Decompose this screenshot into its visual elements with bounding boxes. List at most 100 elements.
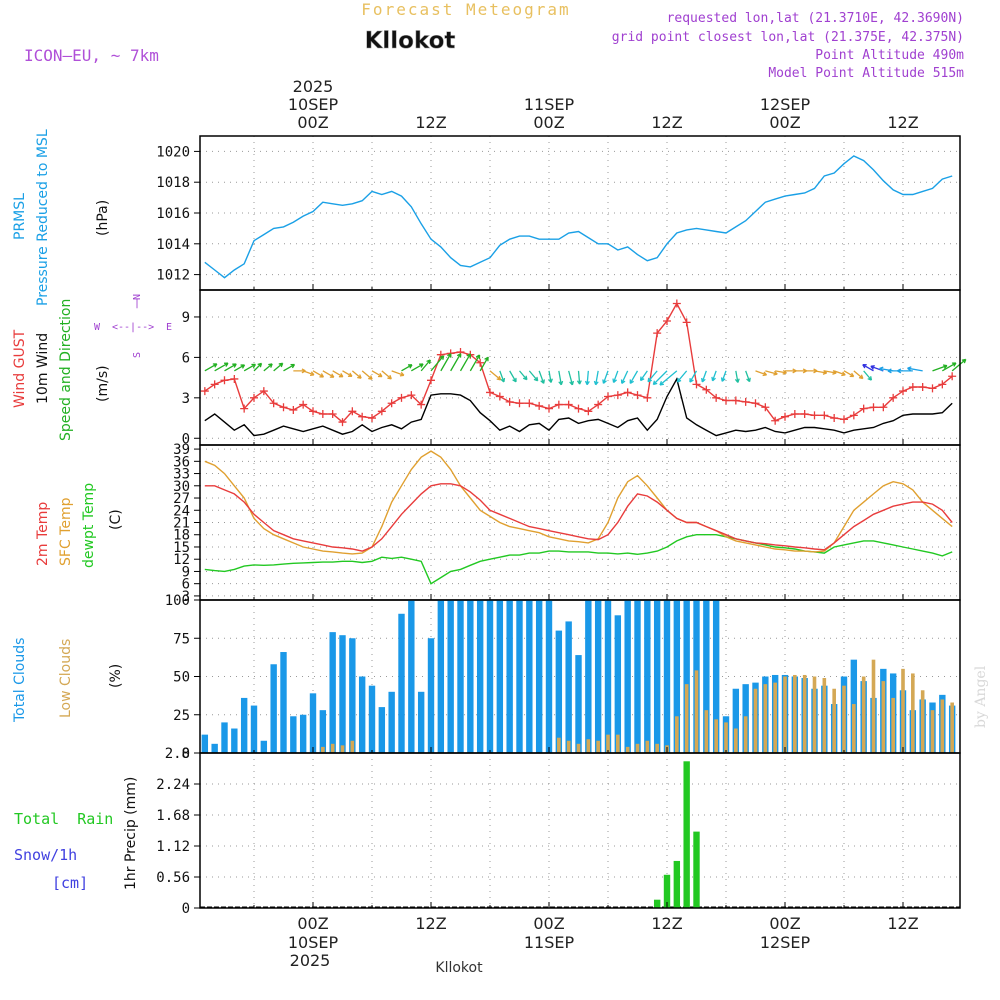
- wind-arrow: [629, 370, 639, 384]
- total-cloud-bar: [732, 688, 740, 753]
- credit-watermark: by Angel: [973, 665, 989, 728]
- pressure-unit: (hPa): [95, 200, 111, 236]
- low-cloud-bar: [901, 668, 905, 753]
- total-cloud-bar: [526, 600, 533, 753]
- wind-arrow: [689, 370, 698, 383]
- total-cloud-bar: [349, 638, 356, 753]
- total-cloud-bar: [309, 693, 317, 753]
- wind-arrow: [253, 362, 263, 372]
- bottom-date-label: 10SEP: [288, 933, 339, 952]
- bottom-hour-label: 12Z: [415, 914, 446, 933]
- low-cloud-bar: [606, 734, 610, 753]
- rain-bar: [683, 761, 690, 908]
- total-cloud-bar: [250, 705, 258, 753]
- total-cloud-bar: [604, 600, 612, 753]
- low-cloud-bar: [645, 740, 650, 753]
- pressure-line: [204, 155, 953, 279]
- gust-marker: [672, 299, 681, 308]
- total-cloud-bar: [516, 600, 523, 753]
- snow-unit-label: [cm]: [52, 874, 88, 892]
- gust-marker: [397, 393, 406, 402]
- wind-arrow: [734, 370, 740, 383]
- bottom-year: 2025: [290, 951, 331, 970]
- total-cloud-bar: [408, 600, 415, 753]
- gust-marker: [515, 399, 524, 408]
- low-cloud-bar: [871, 659, 876, 753]
- gust-marker: [751, 399, 760, 408]
- y-tick-label: 36: [173, 454, 190, 470]
- bottom-hour-label: 12Z: [887, 914, 918, 933]
- gust-marker: [220, 376, 229, 385]
- gust-marker: [938, 380, 947, 389]
- low-cloud-bar: [350, 740, 355, 753]
- y-tick-label: 2.8: [165, 746, 190, 762]
- total-cloud-bar: [496, 600, 504, 753]
- total-cloud-bar: [260, 740, 268, 753]
- temp-2m-label: 2m Temp: [35, 502, 51, 566]
- low-cloud-bar: [743, 716, 748, 753]
- wind-arrow: [548, 370, 553, 383]
- footer-location: Kllokot: [435, 960, 483, 976]
- wind-arrow: [401, 364, 413, 372]
- low-cloud-bar: [684, 684, 689, 753]
- gust-marker: [594, 400, 603, 409]
- gust-marker: [741, 397, 750, 406]
- top-date-label: 11SEP: [524, 95, 575, 114]
- total-cloud-bar: [565, 621, 572, 753]
- wind-arrow: [932, 364, 948, 372]
- wind-arrow: [519, 370, 528, 381]
- wind-arrow: [204, 363, 218, 372]
- wind-arrow: [853, 370, 864, 380]
- low-cloud-bar: [586, 739, 591, 753]
- total-cloud-bar: [437, 600, 445, 753]
- low-cloud-bar: [930, 710, 935, 753]
- gust-marker: [387, 399, 396, 408]
- gust-marker: [712, 393, 721, 402]
- gust-marker: [663, 317, 671, 325]
- total-cloud-bar: [339, 635, 346, 753]
- total-cloud-bar: [555, 630, 563, 753]
- y-tick-label: 0: [182, 901, 190, 917]
- y-tick-label: 27: [173, 491, 190, 507]
- wind-arrow: [745, 370, 751, 383]
- wind-arrow: [652, 370, 668, 386]
- low-cloud-bar: [911, 673, 915, 753]
- y-tick-label: 21: [173, 516, 190, 532]
- gust-marker: [200, 387, 209, 396]
- gust-marker: [948, 372, 957, 381]
- grid-coords: grid point closest lon,lat (21.375E, 42.…: [612, 30, 964, 45]
- wind-arrow: [755, 370, 768, 377]
- gust-marker: [653, 329, 662, 338]
- location-title: Kllokot: [365, 28, 456, 54]
- bottom-hour-label: 00Z: [533, 914, 564, 933]
- wind-arrow: [593, 370, 599, 386]
- gust-marker: [269, 399, 278, 408]
- wind-arrow: [351, 370, 362, 379]
- gust-marker: [899, 387, 907, 396]
- model-altitude: Model Point Altitude 515m: [768, 66, 964, 81]
- total-cloud-bar: [201, 734, 209, 753]
- compass-icon: N | S W E <--|-->: [94, 294, 172, 358]
- sfc-temp-line: [204, 450, 953, 555]
- gust-marker: [702, 385, 711, 394]
- gust-marker: [554, 400, 563, 409]
- gust-marker: [849, 411, 858, 420]
- gust-marker: [338, 418, 347, 427]
- wind-arrow: [602, 370, 609, 384]
- total-cloud-bar: [712, 600, 720, 753]
- total-cloud-bar: [673, 600, 681, 753]
- low-cloud-bar: [802, 674, 807, 753]
- gust-marker: [722, 396, 730, 405]
- y-tick-label: 33: [173, 467, 190, 483]
- low-cloud-bar: [920, 690, 925, 753]
- gust-marker: [259, 387, 268, 396]
- total-clouds-label: Total Clouds: [12, 638, 28, 723]
- y-tick-label: 15: [173, 540, 190, 556]
- wind-arrow: [411, 363, 424, 372]
- y-tick-label: 1018: [156, 175, 190, 191]
- gust-marker: [358, 412, 367, 421]
- wind-arrow: [273, 362, 284, 372]
- wind-arrow: [263, 363, 273, 372]
- gust-marker: [771, 416, 780, 425]
- gust-marker: [604, 392, 612, 401]
